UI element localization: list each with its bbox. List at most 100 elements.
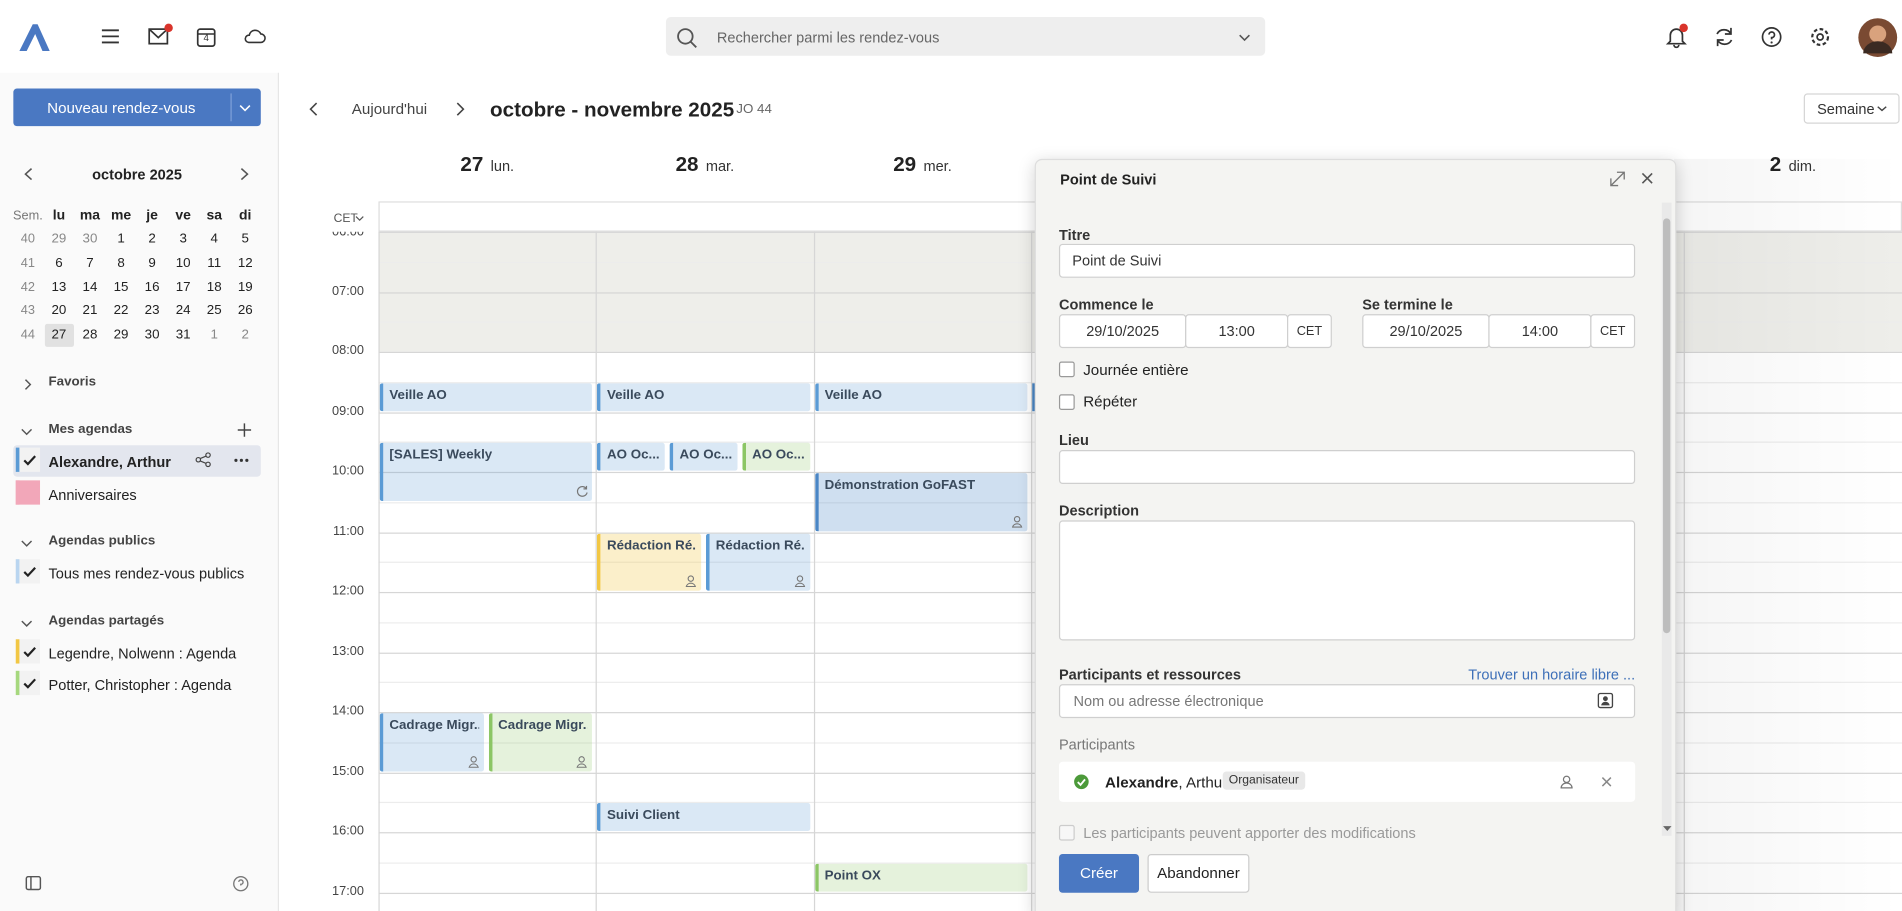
- mail-icon[interactable]: [148, 23, 173, 45]
- mini-day[interactable]: 5: [241, 231, 249, 247]
- mini-day[interactable]: 2: [241, 327, 249, 343]
- mini-next[interactable]: [240, 167, 249, 181]
- mini-day[interactable]: 8: [117, 255, 125, 271]
- repeat-checkbox[interactable]: [1058, 394, 1075, 411]
- mini-day[interactable]: 15: [113, 279, 129, 295]
- mini-day[interactable]: 28: [82, 327, 98, 343]
- sidebar-help[interactable]: [233, 876, 249, 892]
- find-slot-link[interactable]: Trouver un horaire libre ...: [1468, 665, 1636, 683]
- remove-participant[interactable]: [1601, 776, 1612, 787]
- dialog-close[interactable]: [1641, 172, 1653, 184]
- calendar-name[interactable]: Tous mes rendez-vous publics: [48, 565, 245, 583]
- mini-day[interactable]: 1: [210, 327, 218, 343]
- mini-day[interactable]: 9: [148, 255, 156, 271]
- start-date[interactable]: 29/10/2025: [1058, 314, 1187, 349]
- settings-icon[interactable]: [1810, 27, 1831, 48]
- dialog-scrollbar-thumb[interactable]: [1663, 218, 1671, 634]
- notifications-icon[interactable]: [1665, 23, 1688, 49]
- mini-day[interactable]: 3: [179, 231, 187, 247]
- mini-day[interactable]: 16: [144, 279, 160, 295]
- day-number[interactable]: 2: [1770, 153, 1781, 177]
- calendar-name[interactable]: Alexandre, Arthur: [48, 453, 171, 471]
- mini-day[interactable]: 12: [237, 255, 253, 271]
- event[interactable]: [597, 533, 702, 591]
- calendar-checkbox[interactable]: [15, 447, 41, 472]
- mini-day[interactable]: 29: [113, 327, 129, 343]
- mini-day[interactable]: 1: [117, 231, 125, 247]
- description-input[interactable]: [1058, 520, 1636, 641]
- day-number[interactable]: 29: [893, 152, 917, 176]
- event[interactable]: [597, 803, 811, 831]
- calendar-checkbox[interactable]: [15, 479, 41, 505]
- mini-day[interactable]: 21: [82, 303, 98, 319]
- mini-day[interactable]: 24: [175, 303, 191, 319]
- event[interactable]: [814, 473, 1028, 531]
- today-button[interactable]: Aujourd'hui: [351, 100, 428, 118]
- start-time[interactable]: 13:00: [1185, 314, 1289, 349]
- cloud-icon[interactable]: [244, 29, 266, 44]
- mini-day[interactable]: 10: [175, 255, 191, 271]
- help-icon[interactable]: [1761, 27, 1782, 48]
- event[interactable]: [488, 713, 593, 771]
- mini-day[interactable]: 29: [51, 231, 67, 247]
- event[interactable]: [814, 863, 1028, 891]
- event[interactable]: [597, 383, 811, 411]
- search-box[interactable]: [665, 16, 1266, 56]
- mini-day[interactable]: 30: [144, 327, 160, 343]
- dialog-expand[interactable]: [1610, 171, 1626, 187]
- mini-day[interactable]: 4: [210, 231, 218, 247]
- mini-day[interactable]: 22: [113, 303, 129, 319]
- day-number[interactable]: 27: [460, 152, 484, 176]
- event[interactable]: [814, 383, 1028, 411]
- new-event-button[interactable]: [13, 88, 261, 127]
- mini-day[interactable]: 31: [175, 327, 191, 343]
- mini-day[interactable]: 26: [237, 303, 253, 319]
- event[interactable]: [379, 383, 593, 411]
- calendar-icon[interactable]: [196, 27, 216, 48]
- menu-icon[interactable]: [101, 28, 120, 45]
- event[interactable]: [597, 443, 665, 471]
- section-title[interactable]: Agendas publics: [48, 533, 156, 549]
- mini-day[interactable]: 17: [175, 279, 191, 295]
- allow-edit-checkbox[interactable]: [1058, 824, 1075, 841]
- collapse-sidebar[interactable]: [25, 875, 42, 891]
- start-timezone[interactable]: CET: [1287, 314, 1332, 349]
- app-logo[interactable]: [17, 22, 51, 54]
- prev-week[interactable]: [309, 102, 318, 117]
- calendar-name[interactable]: Anniversaires: [48, 485, 137, 503]
- mini-day[interactable]: 27: [51, 327, 67, 343]
- event[interactable]: [379, 713, 484, 771]
- mini-day[interactable]: 7: [86, 255, 94, 271]
- search-dropdown[interactable]: [1238, 34, 1250, 42]
- participant-input[interactable]: Nom ou adresse électronique: [1058, 684, 1636, 719]
- event[interactable]: [379, 443, 593, 501]
- user-avatar[interactable]: [1857, 17, 1898, 58]
- mini-day[interactable]: 30: [82, 231, 98, 247]
- mini-day[interactable]: 18: [206, 279, 222, 295]
- mini-prev[interactable]: [24, 167, 33, 181]
- scroll-down[interactable]: [1662, 825, 1673, 832]
- calendar-name[interactable]: Potter, Christopher : Agenda: [48, 676, 232, 694]
- mini-day[interactable]: 6: [55, 255, 63, 271]
- location-input[interactable]: [1058, 450, 1636, 485]
- end-date[interactable]: 29/10/2025: [1362, 314, 1490, 349]
- title-input[interactable]: Point de Suivi: [1058, 243, 1636, 278]
- event[interactable]: [742, 443, 811, 471]
- section-title[interactable]: Favoris: [48, 374, 96, 390]
- next-week[interactable]: [456, 102, 465, 117]
- timezone-label[interactable]: CET: [333, 212, 358, 226]
- mini-day[interactable]: 19: [237, 279, 253, 295]
- mini-day[interactable]: 13: [51, 279, 67, 295]
- calendar-checkbox[interactable]: [15, 670, 41, 696]
- event[interactable]: [669, 443, 738, 471]
- event[interactable]: [706, 533, 811, 591]
- all-day-checkbox[interactable]: [1058, 361, 1075, 378]
- mini-day[interactable]: 20: [51, 303, 67, 319]
- day-number[interactable]: 28: [675, 152, 699, 176]
- mini-day[interactable]: 14: [82, 279, 98, 295]
- mini-day[interactable]: 11: [207, 255, 222, 271]
- create-button[interactable]: Créer: [1058, 853, 1140, 893]
- section-title[interactable]: Agendas partagés: [48, 613, 165, 628]
- end-timezone[interactable]: CET: [1590, 314, 1636, 349]
- new-event-dropdown[interactable]: [239, 104, 251, 112]
